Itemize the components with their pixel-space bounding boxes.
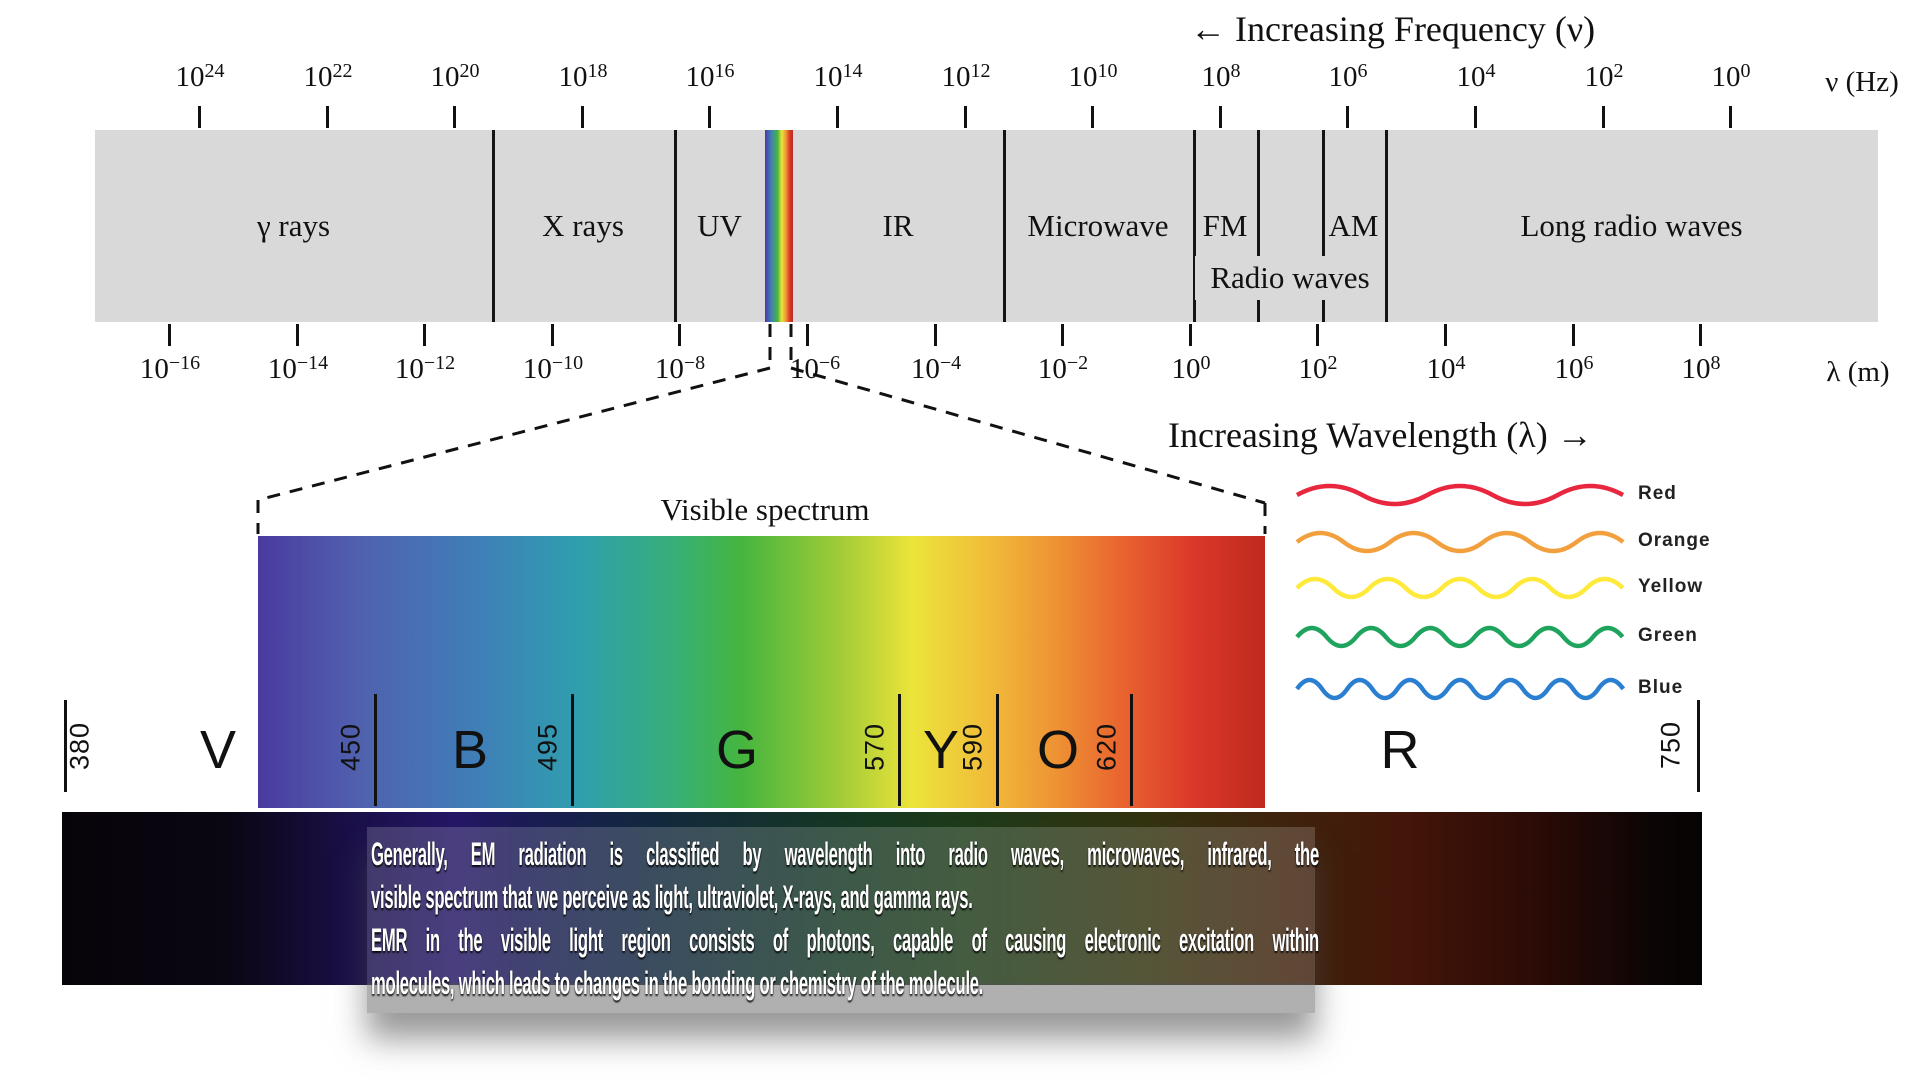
wl-tick-label: 10−12 — [394, 352, 456, 385]
blue-wave-icon — [1295, 677, 1625, 701]
wl-tick-label: 10−16 — [139, 352, 201, 385]
freq-tick-label: 104 — [1456, 60, 1496, 93]
wl-tick-label: 108 — [1681, 352, 1721, 385]
region-long-radio-waves: Long radio waves — [1520, 208, 1743, 243]
legend-label-blue: Blue — [1638, 677, 1684, 698]
caption-text: Generally, EM radiation is classified by… — [371, 836, 1319, 1001]
freq-tick-label: 102 — [1584, 60, 1624, 93]
freq-tick-label: 1012 — [941, 60, 991, 93]
wl-tick-label: 10−14 — [267, 352, 329, 385]
region-am: AM — [1328, 208, 1379, 243]
letter-green: G — [715, 720, 759, 780]
legend-label-yellow: Yellow — [1638, 576, 1704, 597]
region-x-rays: X rays — [542, 208, 624, 243]
legend-label-orange: Orange — [1638, 530, 1711, 551]
green-wave-icon — [1295, 625, 1625, 649]
boundary-495: 495 — [532, 722, 563, 772]
wl-tick-label: 100 — [1171, 352, 1211, 385]
letter-violet: V — [199, 720, 237, 780]
wl-tick-label: 106 — [1554, 352, 1594, 385]
legend-label-red: Red — [1638, 483, 1677, 504]
wavelength-unit-label: λ (m) — [1826, 356, 1890, 388]
region-microwave: Microwave — [1027, 208, 1169, 243]
region-gamma-rays: γ rays — [256, 208, 331, 243]
letter-orange: O — [1036, 720, 1080, 780]
freq-tick-label: 106 — [1328, 60, 1368, 93]
visible-light-strip — [765, 130, 793, 322]
caption-panel: Generally, EM radiation is classified by… — [367, 827, 1319, 1013]
freq-tick-label: 1020 — [430, 60, 480, 93]
region-uv: UV — [697, 208, 742, 243]
boundary-570: 570 — [859, 722, 890, 772]
wl-tick-label: 102 — [1298, 352, 1338, 385]
freq-tick-label: 1018 — [558, 60, 608, 93]
freq-tick-label: 1022 — [303, 60, 353, 93]
wl-tick-label: 104 — [1426, 352, 1466, 385]
region-fm: FM — [1202, 208, 1248, 243]
boundary-380: 380 — [64, 721, 95, 771]
visible-spectrum-title: Visible spectrum — [660, 492, 870, 527]
legend-label-green: Green — [1638, 625, 1698, 646]
boundary-750: 750 — [1655, 720, 1686, 770]
visible-spectrum-bar — [258, 536, 1265, 808]
freq-tick-label: 1014 — [813, 60, 863, 93]
increasing-wavelength-label: Increasing Wavelength (λ) → — [1168, 415, 1593, 455]
boundary-450: 450 — [335, 722, 366, 772]
freq-tick-label: 100 — [1711, 60, 1751, 93]
letter-blue: B — [451, 720, 489, 780]
wl-tick-label: 10−2 — [1037, 352, 1089, 385]
orange-wave-icon — [1295, 530, 1625, 554]
radio-waves-label: Radio waves — [1195, 256, 1385, 300]
freq-tick-label: 1016 — [685, 60, 735, 93]
wl-tick-label: 10−8 — [654, 352, 706, 385]
wl-tick-label: 10−4 — [910, 352, 962, 385]
boundary-590: 590 — [957, 722, 988, 772]
freq-tick-label: 1010 — [1068, 60, 1118, 93]
letter-red: R — [1380, 720, 1420, 780]
freq-tick-label: 1024 — [175, 60, 225, 93]
spectrum-band: γ rays X rays UV IR Microwave FM AM Long… — [95, 130, 1878, 322]
red-wave-icon — [1295, 483, 1625, 507]
yellow-wave-icon — [1295, 576, 1625, 600]
boundary-620: 620 — [1091, 722, 1122, 772]
letter-yellow: Y — [922, 720, 960, 780]
wl-tick-label: 10−10 — [522, 352, 584, 385]
freq-tick-label: 108 — [1201, 60, 1241, 93]
increasing-frequency-label: ← Increasing Frequency (ν) — [1190, 9, 1596, 49]
frequency-unit-label: ν (Hz) — [1825, 66, 1899, 98]
region-ir: IR — [882, 208, 914, 243]
